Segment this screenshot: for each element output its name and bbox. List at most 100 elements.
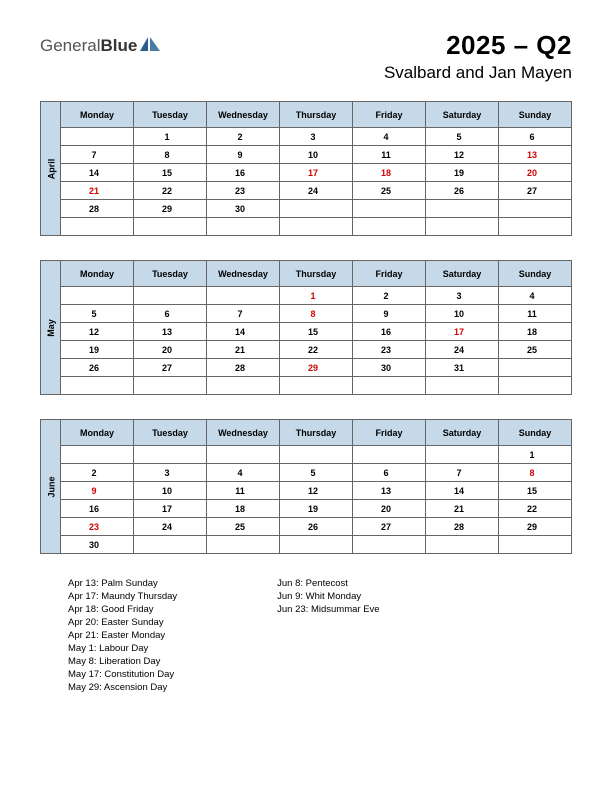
logo-triangle-icon <box>150 37 160 51</box>
day-cell: 23 <box>207 182 280 200</box>
day-header: Sunday <box>499 420 572 446</box>
holiday-item: Apr 17: Maundy Thursday <box>68 591 177 602</box>
holiday-item: Apr 18: Good Friday <box>68 604 177 615</box>
day-header: Saturday <box>426 102 499 128</box>
day-cell: 27 <box>499 182 572 200</box>
day-cell <box>426 536 499 554</box>
day-cell: 24 <box>280 182 353 200</box>
day-header: Tuesday <box>134 102 207 128</box>
day-cell: 24 <box>134 518 207 536</box>
day-header: Friday <box>353 102 426 128</box>
day-cell: 7 <box>61 146 134 164</box>
day-header: Thursday <box>280 420 353 446</box>
day-cell: 12 <box>61 323 134 341</box>
day-cell: 9 <box>207 146 280 164</box>
logo: GeneralBlue <box>40 36 160 56</box>
day-cell: 2 <box>353 287 426 305</box>
day-header: Sunday <box>499 102 572 128</box>
day-cell: 6 <box>353 464 426 482</box>
day-cell: 21 <box>426 500 499 518</box>
day-cell: 5 <box>426 128 499 146</box>
day-cell: 26 <box>61 359 134 377</box>
day-cell <box>134 446 207 464</box>
calendar-month: JuneMondayTuesdayWednesdayThursdayFriday… <box>40 419 572 554</box>
day-cell <box>280 536 353 554</box>
day-cell: 20 <box>134 341 207 359</box>
holiday-item: Apr 20: Easter Sunday <box>68 617 177 628</box>
day-cell: 3 <box>426 287 499 305</box>
day-cell <box>61 128 134 146</box>
day-cell: 6 <box>134 305 207 323</box>
day-cell: 30 <box>61 536 134 554</box>
day-cell: 21 <box>207 341 280 359</box>
day-cell: 2 <box>207 128 280 146</box>
day-cell: 27 <box>353 518 426 536</box>
day-cell: 7 <box>426 464 499 482</box>
day-cell: 6 <box>499 128 572 146</box>
day-cell: 10 <box>280 146 353 164</box>
day-header: Friday <box>353 420 426 446</box>
day-cell: 23 <box>61 518 134 536</box>
day-cell: 3 <box>134 464 207 482</box>
day-cell: 3 <box>280 128 353 146</box>
day-cell: 25 <box>353 182 426 200</box>
day-cell: 18 <box>353 164 426 182</box>
day-cell <box>280 218 353 236</box>
month-label: April <box>41 102 61 236</box>
header: GeneralBlue 2025 – Q2 Svalbard and Jan M… <box>40 30 572 83</box>
day-cell: 19 <box>280 500 353 518</box>
day-header: Thursday <box>280 102 353 128</box>
month-label: May <box>41 261 61 395</box>
day-cell: 4 <box>207 464 280 482</box>
day-cell <box>61 446 134 464</box>
day-cell <box>207 287 280 305</box>
day-cell: 17 <box>134 500 207 518</box>
day-cell: 14 <box>61 164 134 182</box>
day-cell: 8 <box>499 464 572 482</box>
day-cell <box>426 446 499 464</box>
day-cell: 15 <box>134 164 207 182</box>
day-cell: 25 <box>207 518 280 536</box>
logo-text: GeneralBlue <box>40 36 137 56</box>
day-cell: 28 <box>426 518 499 536</box>
day-cell <box>499 218 572 236</box>
page-title: 2025 – Q2 <box>384 30 572 61</box>
day-header: Monday <box>61 261 134 287</box>
day-cell: 16 <box>61 500 134 518</box>
day-cell <box>134 287 207 305</box>
day-cell: 13 <box>499 146 572 164</box>
calendar-month: AprilMondayTuesdayWednesdayThursdayFrida… <box>40 101 572 236</box>
day-cell: 1 <box>134 128 207 146</box>
day-cell: 22 <box>134 182 207 200</box>
day-cell: 1 <box>499 446 572 464</box>
day-cell: 17 <box>426 323 499 341</box>
day-header: Friday <box>353 261 426 287</box>
day-cell <box>353 377 426 395</box>
day-cell: 29 <box>499 518 572 536</box>
day-cell: 22 <box>499 500 572 518</box>
day-cell: 19 <box>61 341 134 359</box>
day-header: Tuesday <box>134 261 207 287</box>
day-cell: 23 <box>353 341 426 359</box>
holiday-item: Jun 9: Whit Monday <box>277 591 379 602</box>
day-cell: 26 <box>280 518 353 536</box>
page-subtitle: Svalbard and Jan Mayen <box>384 63 572 83</box>
day-cell: 26 <box>426 182 499 200</box>
day-cell: 4 <box>353 128 426 146</box>
day-cell: 13 <box>134 323 207 341</box>
day-cell <box>426 200 499 218</box>
day-cell: 17 <box>280 164 353 182</box>
day-cell <box>499 200 572 218</box>
day-cell: 20 <box>353 500 426 518</box>
day-cell: 15 <box>280 323 353 341</box>
day-cell <box>207 446 280 464</box>
day-header: Tuesday <box>134 420 207 446</box>
day-header: Saturday <box>426 261 499 287</box>
day-header: Wednesday <box>207 420 280 446</box>
day-cell: 28 <box>207 359 280 377</box>
holiday-item: May 29: Ascension Day <box>68 682 177 693</box>
day-cell <box>353 218 426 236</box>
day-cell <box>426 377 499 395</box>
day-cell: 9 <box>353 305 426 323</box>
day-cell <box>426 218 499 236</box>
